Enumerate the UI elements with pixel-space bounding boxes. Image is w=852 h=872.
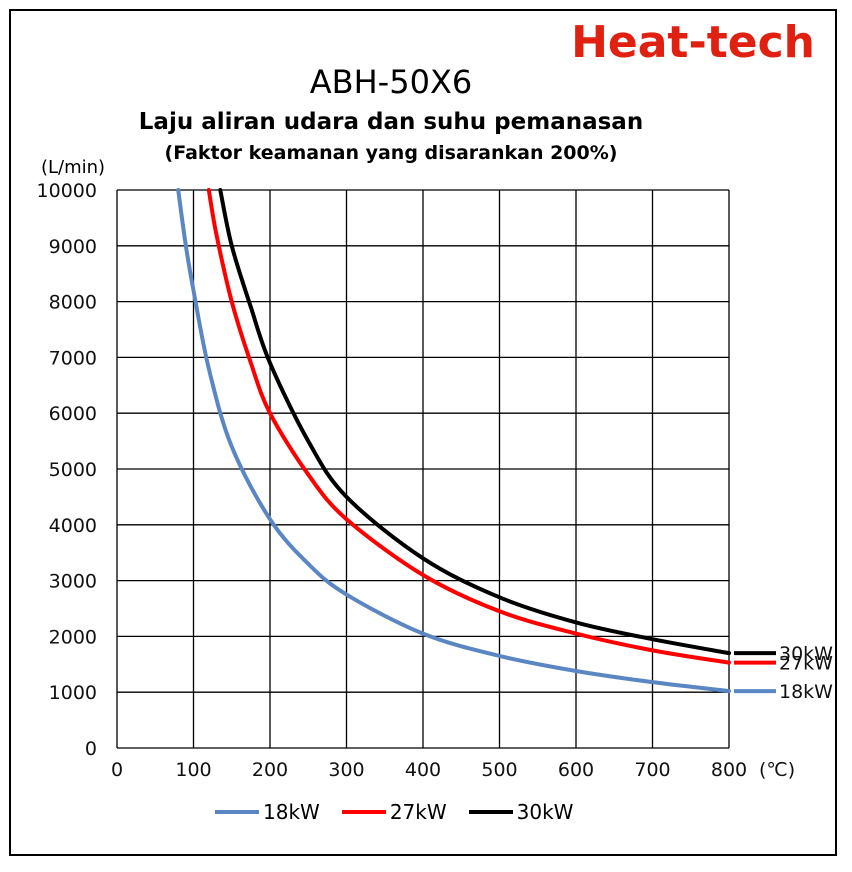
- x-tick-label: 200: [252, 759, 288, 781]
- chart-subtitle-note: (Faktor keamanan yang disarankan 200%): [164, 142, 618, 164]
- y-tick-label: 9000: [49, 236, 97, 258]
- series-line-27kw: [206, 188, 731, 665]
- legend-label: 18kW: [263, 800, 320, 824]
- brand-logo: Heat-tech: [571, 17, 815, 68]
- legend: 18kW 27kW 30kW: [215, 800, 573, 824]
- y-tick-label: 10000: [37, 180, 97, 202]
- y-tick-label: 6000: [49, 403, 97, 425]
- x-axis-unit: (℃): [759, 759, 795, 781]
- legend-swatch: [468, 810, 513, 814]
- x-tick-label: 500: [481, 759, 517, 781]
- x-tick-label: 700: [634, 759, 670, 781]
- legend-item: 18kW: [215, 800, 320, 824]
- series-line-18kw: [176, 188, 731, 694]
- y-axis-label: (L/min): [41, 157, 106, 178]
- x-tick-label: 0: [111, 759, 123, 781]
- series-end-label: 18kW: [779, 681, 833, 703]
- y-tick-label: 1000: [49, 682, 97, 704]
- x-tick-label: 300: [328, 759, 364, 781]
- legend-swatch: [341, 810, 386, 814]
- x-tick-label: 600: [558, 759, 594, 781]
- legend-item: 30kW: [468, 800, 574, 824]
- series-end-label: 27kW: [779, 653, 833, 675]
- legend-swatch: [215, 810, 259, 814]
- y-tick-label: 3000: [49, 571, 97, 593]
- series-line-30kw: [218, 188, 731, 656]
- x-tick-label: 800: [711, 759, 747, 781]
- y-tick-label: 5000: [49, 459, 97, 481]
- chart-subtitle: Laju aliran udara dan suhu pemanasan: [138, 109, 644, 135]
- y-tick-label: 4000: [49, 515, 97, 537]
- x-tick-label: 400: [405, 759, 441, 781]
- chart-title: ABH-50X6: [309, 63, 473, 101]
- y-tick-label: 7000: [49, 347, 97, 369]
- series-end-label: 30kW: [779, 643, 833, 665]
- legend-label: 30kW: [516, 800, 574, 824]
- y-tick-label: 0: [85, 738, 97, 760]
- y-tick-label: 8000: [49, 292, 97, 314]
- legend-item: 27kW: [341, 800, 447, 824]
- legend-label: 27kW: [389, 800, 447, 824]
- x-tick-label: 100: [175, 759, 211, 781]
- y-tick-label: 2000: [49, 626, 97, 648]
